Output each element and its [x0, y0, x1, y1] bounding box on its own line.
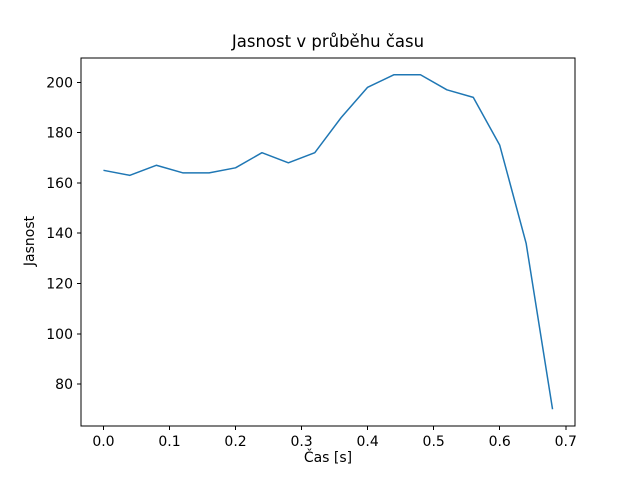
y-tick-label: 160 [46, 176, 73, 192]
y-tick-label: 100 [46, 327, 73, 343]
chart-title: Jasnost v průběhu času [231, 32, 425, 51]
plot-border [80, 57, 576, 427]
x-tick-label: 0.6 [489, 434, 511, 450]
y-tick-label: 140 [46, 226, 73, 242]
x-tick-label: 0.2 [224, 434, 246, 450]
y-tick-label: 200 [46, 75, 73, 91]
y-tick-label: 120 [46, 277, 73, 293]
x-tick-label: 0.3 [290, 434, 312, 450]
data-line [103, 73, 554, 410]
x-tick-label: 0.7 [555, 434, 577, 450]
x-tick-label: 0.0 [92, 434, 114, 450]
x-axis-label: Čas [s] [303, 450, 353, 466]
y-tick-label: 180 [46, 126, 73, 142]
x-tick-label: 0.1 [158, 434, 180, 450]
x-tick-label: 0.5 [423, 434, 445, 450]
x-tick-label: 0.4 [356, 434, 378, 450]
y-tick-label: 80 [55, 377, 73, 393]
